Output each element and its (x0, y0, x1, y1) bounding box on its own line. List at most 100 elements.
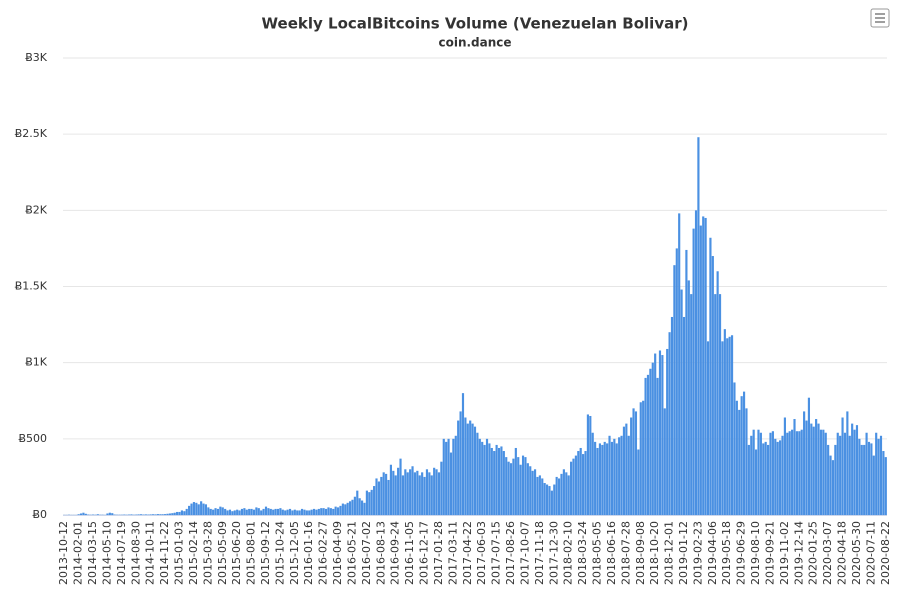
bar (144, 514, 147, 515)
bar (245, 509, 248, 515)
bar (137, 514, 140, 515)
bar (392, 470, 395, 515)
bar (214, 508, 217, 515)
x-tick-label: 2017-01-28 (432, 521, 445, 585)
bar (738, 409, 741, 515)
x-tick-label: 2016-11-05 (403, 521, 416, 585)
bar (694, 210, 698, 516)
bar (682, 316, 686, 515)
bar (831, 460, 835, 515)
bar (264, 506, 268, 515)
bar (781, 435, 784, 515)
bar (512, 458, 515, 515)
bar (687, 280, 690, 515)
bar (509, 463, 513, 515)
bar (632, 408, 635, 515)
bar (195, 502, 198, 515)
x-tick-label: 2018-07-28 (619, 521, 632, 585)
bar (315, 509, 318, 515)
y-tick-label: Ƀ1K (25, 356, 48, 369)
bar (202, 503, 205, 515)
bar (596, 447, 599, 515)
bar (272, 509, 275, 515)
bar (733, 382, 736, 515)
x-tick-label: 2019-09-21 (763, 521, 776, 585)
bar (279, 508, 282, 515)
bar (533, 469, 537, 515)
bar (668, 332, 671, 515)
x-tick-label: 2015-12-05 (288, 521, 301, 585)
x-tick-label: 2015-10-24 (273, 521, 286, 585)
x-tick-label: 2018-09-08 (634, 521, 647, 585)
bar (219, 506, 222, 515)
x-tick-label: 2019-08-10 (749, 521, 762, 585)
x-tick-label: 2018-03-24 (576, 521, 589, 585)
menu-button[interactable] (870, 8, 890, 28)
bar (466, 423, 469, 515)
bar (877, 438, 880, 515)
bar (598, 443, 602, 515)
bar (507, 461, 510, 515)
bar (341, 503, 344, 515)
bar (879, 435, 883, 515)
x-tick-label: 2018-05-05 (591, 521, 604, 585)
bar (233, 510, 236, 515)
bar (800, 429, 803, 515)
bar (574, 455, 577, 515)
bar (334, 506, 337, 515)
bar (699, 225, 702, 516)
x-tick-label: 2014-08-30 (129, 521, 142, 585)
bar (541, 478, 544, 515)
bar (404, 469, 407, 515)
bar (704, 217, 707, 515)
bar (716, 271, 719, 515)
bar (757, 429, 760, 515)
bar (803, 411, 806, 515)
bar (644, 377, 647, 515)
bar (106, 513, 109, 515)
x-tick-label: 2017-12-30 (547, 521, 560, 585)
bar (329, 508, 332, 515)
bar (555, 476, 558, 515)
bar (558, 478, 561, 515)
bar (620, 435, 623, 515)
bar (411, 466, 414, 515)
bar (517, 457, 520, 515)
bar (514, 447, 517, 515)
bar (130, 514, 133, 515)
bar (875, 432, 878, 515)
bar (610, 441, 614, 515)
bar (485, 438, 489, 515)
bar (863, 444, 866, 515)
x-tick-label: 2015-09-12 (259, 521, 272, 585)
bar (680, 289, 683, 515)
bar (764, 441, 767, 515)
bar (493, 451, 496, 515)
bar (742, 391, 746, 515)
bar (502, 451, 505, 515)
bar (156, 514, 159, 515)
bar (327, 507, 330, 515)
bar (185, 508, 188, 515)
bar (807, 397, 811, 515)
bar (79, 513, 83, 515)
x-tick-label: 2019-06-29 (735, 521, 748, 585)
bar (591, 432, 594, 515)
bar (440, 461, 443, 515)
x-tick-label: 2019-05-18 (720, 521, 733, 585)
x-tick-label: 2019-02-23 (691, 521, 704, 585)
bar (180, 510, 183, 515)
bar (824, 432, 827, 515)
bar (305, 510, 308, 515)
bar (377, 481, 380, 515)
bar (238, 510, 241, 515)
bar (226, 510, 229, 515)
bar (815, 419, 818, 515)
bar (108, 512, 111, 515)
bar (709, 237, 712, 515)
bar (351, 499, 354, 515)
bar (382, 472, 385, 515)
bar (500, 446, 503, 515)
x-tick-label: 2015-02-14 (187, 521, 200, 585)
bar (560, 473, 563, 515)
